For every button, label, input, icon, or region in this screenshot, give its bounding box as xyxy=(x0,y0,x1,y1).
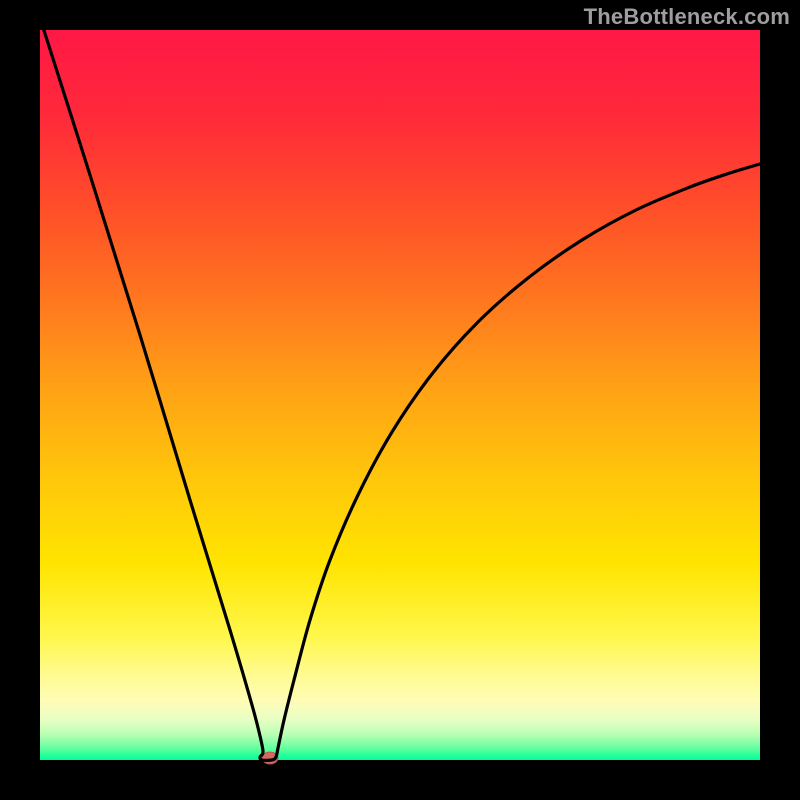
watermark-text: TheBottleneck.com xyxy=(584,4,790,30)
plot-background xyxy=(40,30,760,760)
bottleneck-chart: TheBottleneck.com xyxy=(0,0,800,800)
chart-svg xyxy=(0,0,800,800)
